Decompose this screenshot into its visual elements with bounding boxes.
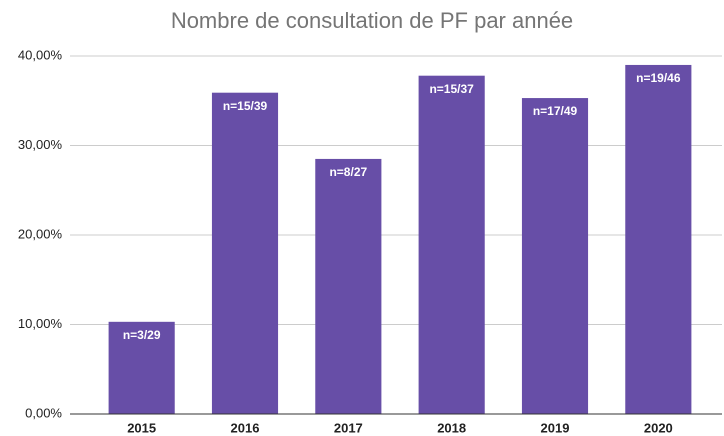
bar [315,158,382,414]
y-tick-label: 0,00% [25,405,62,420]
bar-label: n=19/46 [636,71,681,85]
bar-label: n=8/27 [329,165,367,179]
chart-title: Nombre de consultation de PF par année [171,8,573,33]
y-tick-label: 10,00% [18,316,63,331]
bar [521,98,589,414]
bar-label: n=15/37 [429,82,474,96]
bar [108,321,175,414]
x-tick-label: 2017 [334,420,363,435]
x-tick-label: 2019 [541,420,570,435]
x-tick-label: 2018 [437,420,466,435]
bar-label: n=15/39 [223,99,268,113]
y-tick-label: 30,00% [18,137,63,152]
x-tick-label: 2015 [127,420,156,435]
x-tick-label: 2020 [644,420,673,435]
bar [211,92,279,414]
x-tick-label: 2016 [231,420,260,435]
bar [625,64,692,414]
bar-label: n=3/29 [123,328,161,342]
bar-label: n=17/49 [533,104,578,118]
y-tick-label: 20,00% [18,226,63,241]
bar [418,75,485,414]
y-tick-label: 40,00% [18,47,63,62]
